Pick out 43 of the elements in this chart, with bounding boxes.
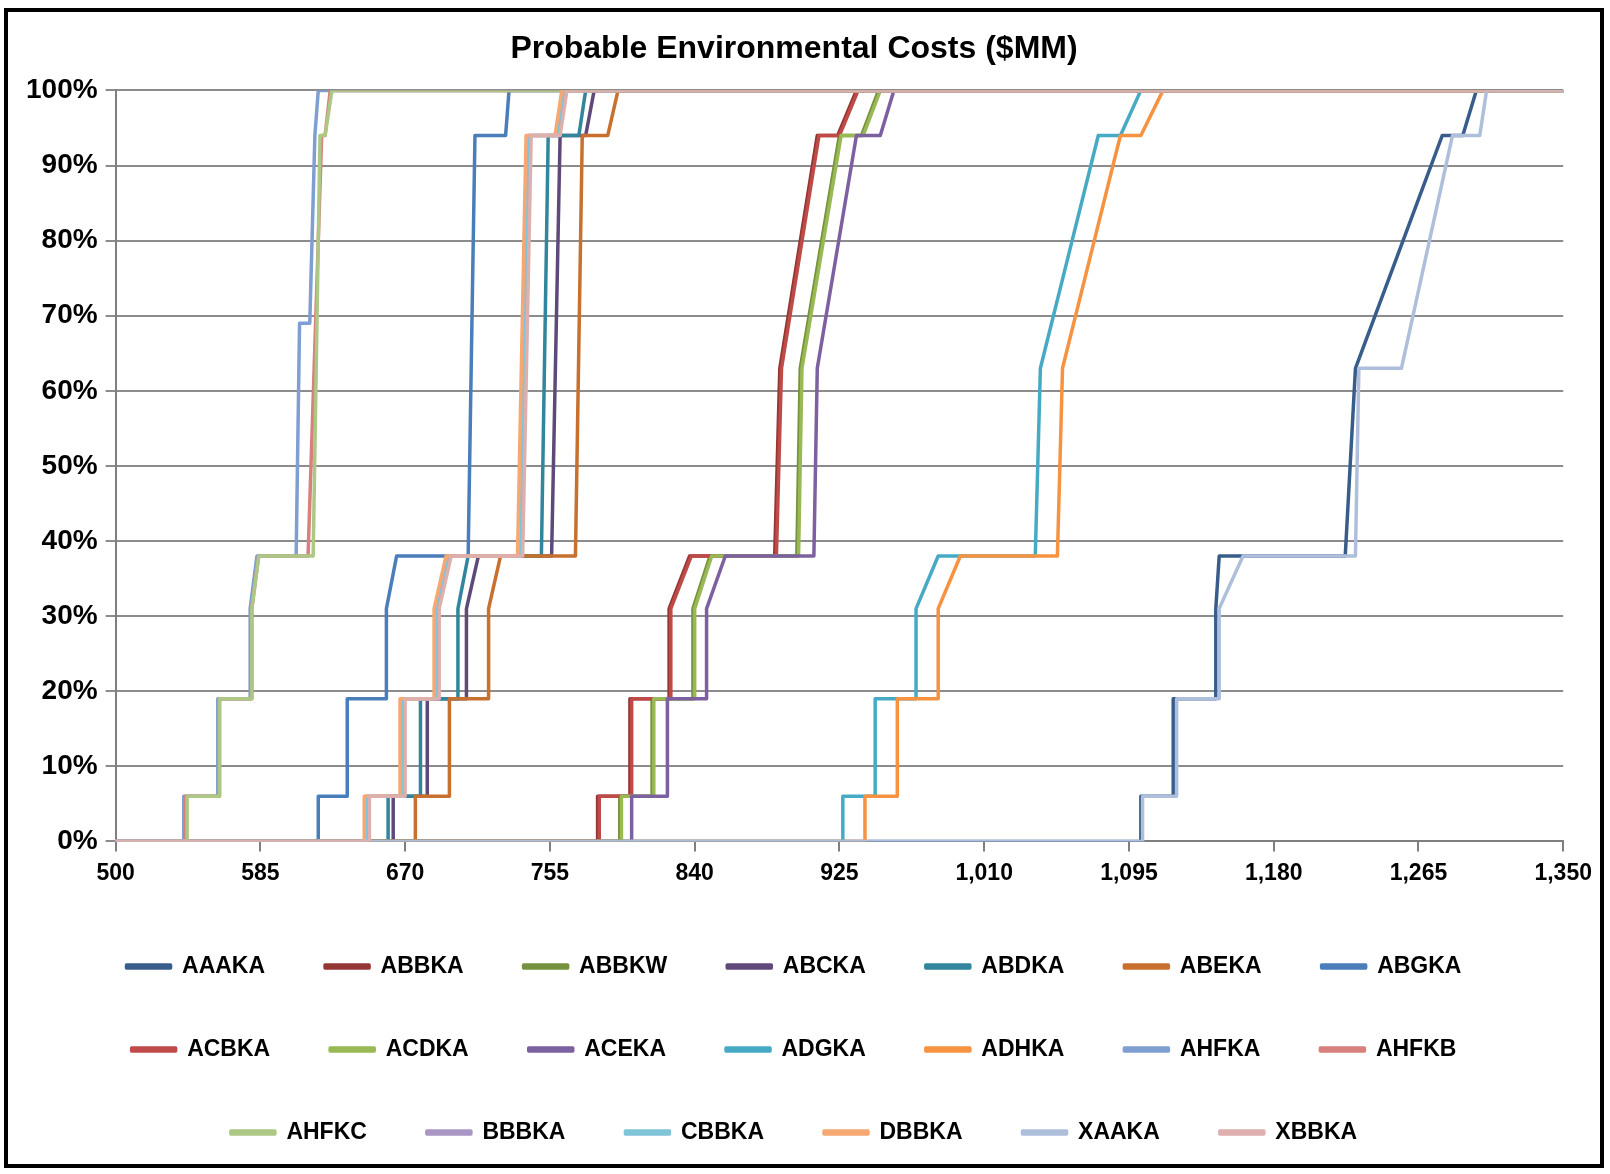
x-tick-label: 1,265 [1389,858,1448,885]
legend-label: AHFKA [1179,1034,1261,1061]
legend-label: ABEKA [1179,951,1262,978]
x-tick-label: 925 [820,858,859,885]
legend-label: AHFKB [1375,1034,1457,1061]
legend-label: BBBKA [482,1117,566,1144]
legend-label: ABGKA [1377,951,1462,978]
x-tick-label: 755 [530,858,570,885]
legend-label: ABDKA [981,951,1065,978]
y-tick-label: 20% [41,673,98,705]
legend-label: CBBKA [680,1117,764,1144]
x-tick-label: 1,010 [955,858,1013,885]
x-tick-label: 1,095 [1100,858,1158,885]
y-tick-label: 30% [41,598,98,630]
x-tick-label: 840 [675,858,714,885]
legend-label: DBBKA [879,1117,963,1144]
y-tick-label: 0% [57,824,98,856]
y-tick-label: 70% [41,298,98,330]
legend-label: XAAKA [1078,1117,1160,1144]
x-tick-label: 670 [385,858,425,885]
y-tick-label: 80% [41,223,98,255]
legend-label: ADGKA [781,1034,866,1061]
y-tick-label: 50% [41,448,98,480]
y-tick-label: 60% [41,373,98,405]
y-tick-label: 10% [41,749,98,781]
x-tick-label: 585 [241,858,280,885]
legend-label: ACDKA [385,1034,469,1061]
legend-label: ABBKA [380,951,464,978]
x-tick-label: 1,180 [1244,858,1303,885]
chart-title: Probable Environmental Costs ($MM) [510,29,1078,66]
y-tick-label: 90% [41,148,98,180]
legend-label: ACEKA [584,1034,667,1061]
x-tick-label: 1,350 [1534,858,1592,885]
y-tick-label: 40% [41,523,98,555]
legend-label: AAAKA [182,951,266,978]
y-tick-label: 100% [25,73,98,105]
legend-label: ACBKA [187,1034,271,1061]
legend-label: ABCKA [782,951,866,978]
x-tick-label: 500 [96,858,135,885]
legend-label: ADHKA [981,1034,1065,1061]
legend-label: XBBKA [1275,1117,1358,1144]
legend-label: AHFKC [286,1117,367,1144]
legend-label: ABBKW [579,951,668,978]
